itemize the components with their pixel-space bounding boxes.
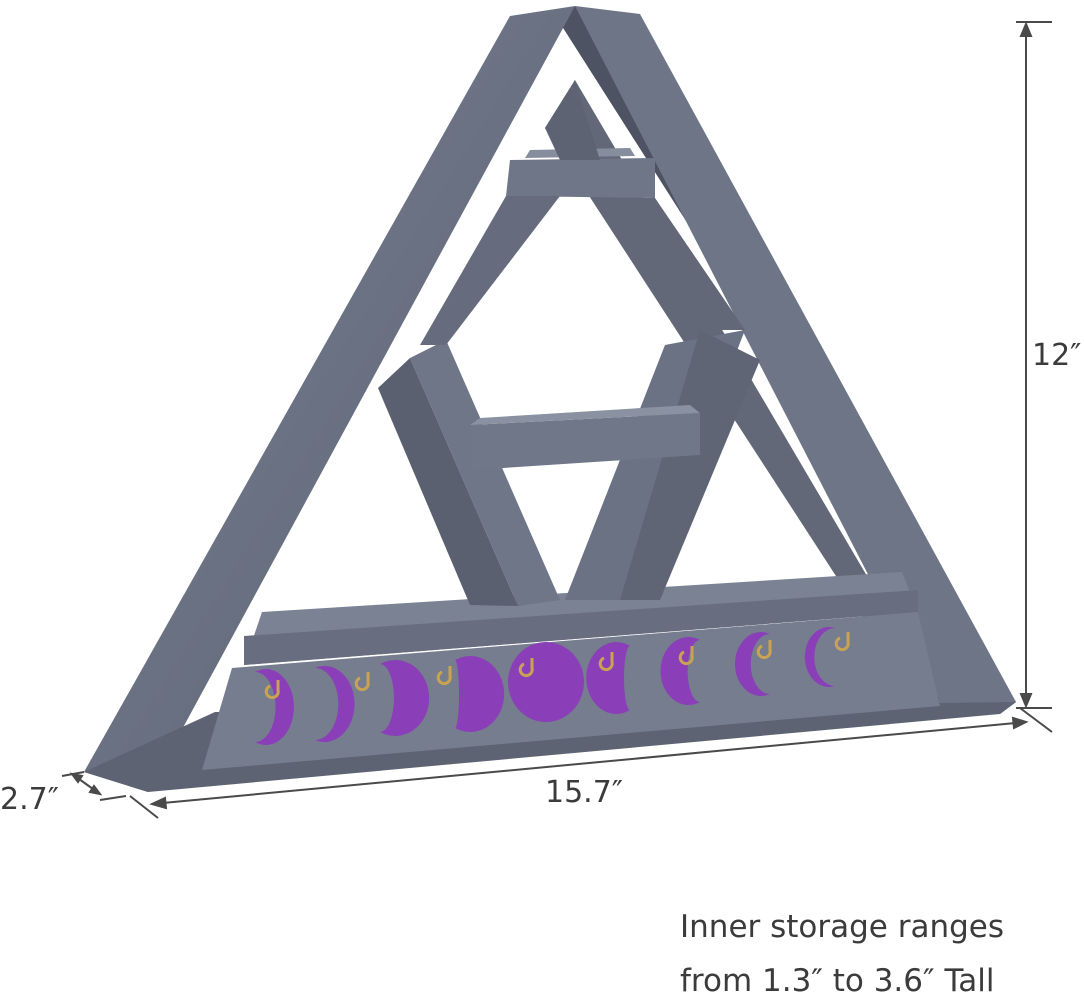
strut-right-face bbox=[620, 330, 760, 600]
strut-mid-left bbox=[595, 198, 745, 330]
dimension-lines bbox=[61, 21, 1053, 819]
hooks bbox=[264, 632, 850, 700]
hook-icon bbox=[354, 672, 370, 692]
frame-right-leg bbox=[575, 6, 1016, 714]
hook-icon bbox=[834, 632, 850, 652]
moon-phase-1 bbox=[255, 669, 294, 745]
height-label: 12″ bbox=[1032, 338, 1082, 373]
moon-phase-9 bbox=[804, 627, 835, 687]
storage-note-line-2: from 1.3″ to 3.6″ Tall bbox=[680, 963, 995, 999]
hook-icon bbox=[518, 658, 534, 678]
hook-icon bbox=[598, 652, 614, 672]
moon-phases bbox=[255, 627, 835, 745]
frame-left-leg bbox=[84, 6, 575, 792]
hook-icon bbox=[756, 640, 772, 660]
moon-phase-8 bbox=[734, 632, 770, 696]
moon-phase-2 bbox=[315, 666, 355, 742]
width-label: 15.7″ bbox=[545, 775, 624, 810]
moon-phase-full bbox=[508, 642, 584, 722]
strut-left-upper bbox=[378, 358, 518, 606]
depth-label: 2.7″ bbox=[0, 782, 59, 817]
strut-left-lower bbox=[410, 340, 560, 606]
moon-phase-7 bbox=[660, 637, 700, 706]
top-shelf bbox=[506, 158, 655, 198]
storage-note: Inner storage ranges from 1.3″ to 3.6″ T… bbox=[680, 900, 1075, 1008]
strut-mid-right bbox=[420, 196, 560, 345]
storage-note-line-1: Inner storage ranges bbox=[680, 909, 1005, 945]
moon-phase-4 bbox=[455, 656, 505, 733]
bottom-shelf-front bbox=[244, 590, 918, 665]
moon-phase-6 bbox=[586, 642, 630, 715]
middle-shelf-top bbox=[470, 405, 700, 425]
moon-phase-3 bbox=[380, 660, 430, 737]
width-dimension-line bbox=[151, 721, 1027, 805]
hook-icon bbox=[264, 680, 280, 700]
middle-shelf bbox=[470, 413, 700, 470]
hook-icon bbox=[678, 646, 694, 666]
strut-top-left bbox=[545, 80, 600, 160]
hook-icon bbox=[436, 666, 452, 686]
